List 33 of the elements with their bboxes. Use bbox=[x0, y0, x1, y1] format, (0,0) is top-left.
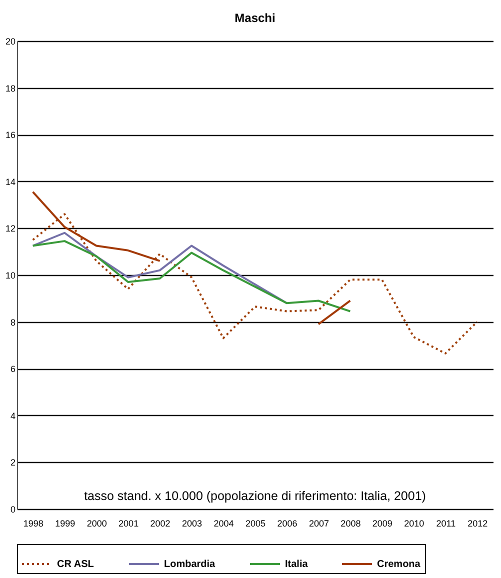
y-tick-label: 12 bbox=[5, 224, 16, 234]
x-tick-label: 1998 bbox=[23, 518, 44, 528]
x-tick-label: 2012 bbox=[468, 518, 488, 528]
x-tick-label: 2011 bbox=[436, 518, 456, 528]
x-tick-label: 1999 bbox=[55, 518, 76, 528]
x-tick-label: 2007 bbox=[308, 518, 329, 528]
x-tick-label: 2006 bbox=[277, 518, 298, 528]
y-tick-label: 2 bbox=[10, 458, 16, 468]
annotation: tasso stand. x 10.000 (popolazione di riferimento: Italia, 2001) bbox=[84, 489, 426, 503]
legend-label: CR ASL bbox=[57, 559, 94, 570]
x-tick-label: 2009 bbox=[372, 518, 392, 528]
x-tick-label: 2001 bbox=[118, 518, 139, 528]
x-tick-label: 2008 bbox=[340, 518, 361, 528]
legend-label: Lombardia bbox=[164, 559, 216, 570]
y-tick-label: 4 bbox=[10, 410, 16, 421]
x-tick-label: 2004 bbox=[214, 518, 234, 528]
x-tick-label: 2010 bbox=[404, 518, 424, 528]
chart-title: Maschi bbox=[234, 11, 276, 25]
y-tick-label: 10 bbox=[5, 270, 16, 280]
y-tick-label: 0 bbox=[10, 504, 16, 514]
y-tick-label: 20 bbox=[5, 36, 16, 46]
y-tick-label: 8 bbox=[10, 317, 16, 328]
x-tick-label: 2002 bbox=[150, 518, 170, 528]
line-series bbox=[32, 240, 352, 312]
legend-label: Cremona bbox=[377, 559, 421, 570]
y-tick-label: 16 bbox=[5, 130, 16, 140]
x-tick-label: 2003 bbox=[182, 518, 202, 528]
legend-label: Italia bbox=[285, 559, 308, 570]
y-tick-label: 14 bbox=[5, 176, 16, 187]
x-tick-label: 2005 bbox=[245, 518, 266, 528]
y-tick-label: 6 bbox=[10, 364, 16, 374]
y-tick-label: 18 bbox=[5, 83, 16, 94]
x-tick-label: 2000 bbox=[86, 518, 107, 528]
